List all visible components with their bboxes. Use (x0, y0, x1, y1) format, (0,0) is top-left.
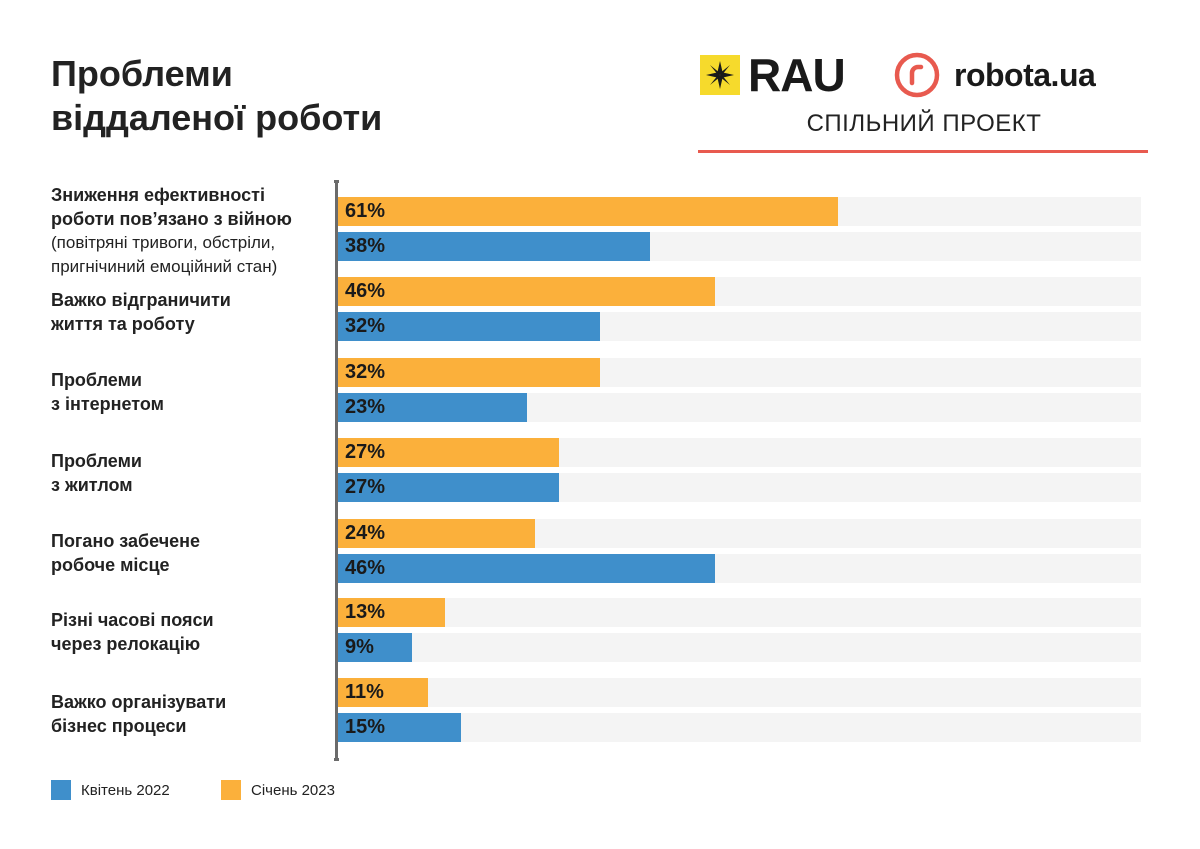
category-label-3: Проблеми з житлом (51, 449, 336, 497)
y-axis-bottom-cap (334, 758, 339, 761)
bar-jan-2 (338, 358, 601, 387)
category-label-text: Важко організувати бізнес процеси (51, 692, 227, 736)
category-label-5: Різні часові пояси через релокацію (51, 608, 336, 656)
bar-value-label-jan-6: 11% (345, 681, 384, 703)
title-line-1: Проблеми (51, 53, 233, 94)
bar-value-label-jan-0: 61% (345, 200, 386, 222)
category-label-4: Погано забечене робоче місце (51, 529, 336, 577)
bar-value-label-jan-5: 13% (345, 601, 386, 623)
bar-value-label-apr-2: 23% (345, 396, 386, 418)
bar-track (338, 713, 1141, 742)
category-label-6: Важко організувати бізнес процеси (51, 690, 336, 738)
robota-logo: robota.ua (894, 52, 1096, 98)
rau-star-icon (700, 55, 740, 95)
bar-apr-2 (338, 393, 527, 422)
bar-value-label-apr-1: 32% (345, 315, 386, 337)
legend-swatch-apr (51, 780, 71, 800)
category-label-text: Погано забечене робоче місце (51, 531, 201, 575)
bar-apr-5 (338, 633, 412, 662)
robota-r-icon (894, 52, 940, 98)
bar-jan-4 (338, 519, 535, 548)
robota-logo-text: robota.ua (954, 56, 1096, 93)
bar-track (338, 633, 1141, 662)
bar-value-label-jan-3: 27% (345, 441, 386, 463)
bar-apr-4 (338, 554, 716, 583)
bar-track (338, 598, 1141, 627)
legend-swatch-jan (221, 780, 241, 800)
page-title: Проблеми віддаленої роботи (51, 52, 382, 140)
category-sublabel-text: (повітряні тривоги, обстріли, пригнічини… (51, 233, 278, 276)
bar-value-label-apr-0: 38% (345, 235, 386, 257)
y-axis-line (335, 182, 338, 760)
rau-logo-text: RAU (748, 49, 846, 101)
category-label-text: Зниження ефективності роботи пов’язано з… (51, 185, 292, 229)
legend-label-jan: Січень 2023 (251, 781, 335, 799)
y-axis-top-cap (334, 180, 339, 183)
bar-apr-1 (338, 312, 601, 341)
bar-jan-3 (338, 438, 560, 467)
bar-jan-6 (338, 678, 429, 707)
category-label-text: Проблеми з житлом (51, 451, 142, 495)
legend-label-apr: Квітень 2022 (81, 781, 170, 799)
joint-project-caption: СПІЛЬНИЙ ПРОЕКТ (806, 110, 1042, 137)
header-divider (698, 150, 1148, 153)
bar-value-label-apr-3: 27% (345, 476, 386, 498)
bar-apr-3 (338, 473, 560, 502)
category-label-text: Різні часові пояси через релокацію (51, 610, 214, 654)
category-label-2: Проблеми з інтернетом (51, 368, 336, 416)
category-label-0: Зниження ефективності роботи пов’язано з… (51, 183, 336, 279)
bar-value-label-apr-4: 46% (345, 557, 386, 579)
legend-item-jan-2023: Січень 2023 (221, 780, 335, 800)
rau-logo: RAU (700, 49, 846, 101)
category-label-text: Проблеми з інтернетом (51, 370, 164, 414)
category-label-text: Важко відграничити життя та роботу (51, 290, 231, 334)
bar-jan-0 (338, 197, 839, 226)
category-label-1: Важко відграничити життя та роботу (51, 288, 336, 336)
bar-value-label-apr-6: 15% (345, 716, 386, 738)
bar-value-label-jan-4: 24% (345, 522, 386, 544)
title-line-2: віддаленої роботи (51, 97, 383, 138)
bar-apr-6 (338, 713, 461, 742)
bar-track (338, 678, 1141, 707)
bar-jan-1 (338, 277, 716, 306)
bar-value-label-jan-1: 46% (345, 280, 386, 302)
bar-apr-0 (338, 232, 650, 261)
bar-value-label-apr-5: 9% (345, 636, 374, 658)
legend-item-apr-2022: Квітень 2022 (51, 780, 170, 800)
bar-jan-5 (338, 598, 445, 627)
bar-value-label-jan-2: 32% (345, 361, 386, 383)
